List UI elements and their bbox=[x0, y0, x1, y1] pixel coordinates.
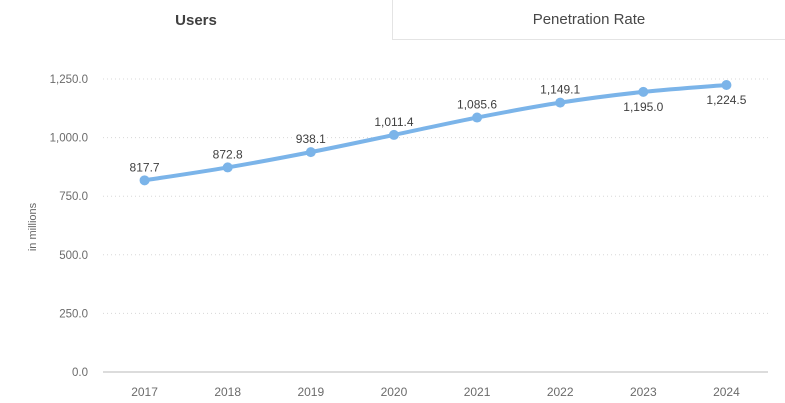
data-point-label: 817.7 bbox=[130, 160, 160, 174]
data-point-label: 1,149.1 bbox=[540, 83, 580, 97]
x-tick-label: 2023 bbox=[630, 385, 657, 399]
data-point-label: 1,224.5 bbox=[706, 93, 746, 107]
x-tick-label: 2020 bbox=[381, 385, 408, 399]
data-point[interactable] bbox=[721, 79, 732, 90]
chart-tabs: Users Penetration Rate bbox=[0, 0, 785, 40]
x-tick-label: 2024 bbox=[713, 385, 740, 399]
data-point-label: 938.1 bbox=[296, 132, 326, 146]
data-point[interactable] bbox=[638, 86, 649, 97]
tab-users[interactable]: Users bbox=[0, 0, 392, 40]
y-tick-label: 250.0 bbox=[59, 308, 88, 320]
data-point[interactable] bbox=[139, 175, 150, 186]
data-point[interactable] bbox=[222, 162, 233, 173]
line-chart: in millions 0.0 250.0 500.0 750.0 1,000.0 1,2… bbox=[0, 40, 785, 403]
chart-canvas: 0.0 250.0 500.0 750.0 1,000.0 1,250.0 2017 2018… bbox=[50, 74, 768, 399]
y-tick-label: 1,250.0 bbox=[50, 74, 88, 86]
data-point-label: 1,011.4 bbox=[374, 115, 413, 129]
data-point-label: 1,085.6 bbox=[457, 98, 497, 112]
x-tick-label: 2022 bbox=[547, 385, 574, 399]
y-tick-label: 1,000.0 bbox=[50, 133, 88, 145]
data-point[interactable] bbox=[472, 112, 483, 123]
x-tick-label: 2018 bbox=[214, 385, 241, 399]
y-tick-label: 500.0 bbox=[59, 250, 88, 262]
tab-users-label: Users bbox=[175, 11, 217, 29]
data-point[interactable] bbox=[305, 147, 316, 158]
y-axis-title: in millions bbox=[27, 202, 39, 252]
x-tick-label: 2019 bbox=[297, 385, 324, 399]
tab-penetration-rate[interactable]: Penetration Rate bbox=[392, 0, 785, 40]
tab-penetration-rate-label: Penetration Rate bbox=[532, 11, 646, 28]
data-point-label: 1,195.0 bbox=[623, 100, 663, 114]
data-point[interactable] bbox=[388, 129, 399, 140]
data-point-label: 872.8 bbox=[213, 147, 243, 161]
y-tick-label: 0.0 bbox=[72, 367, 88, 379]
data-point[interactable] bbox=[555, 97, 566, 108]
x-tick-label: 2021 bbox=[464, 385, 491, 399]
y-tick-label: 750.0 bbox=[59, 191, 88, 203]
series-line-users bbox=[142, 82, 729, 183]
x-tick-label: 2017 bbox=[131, 385, 158, 399]
